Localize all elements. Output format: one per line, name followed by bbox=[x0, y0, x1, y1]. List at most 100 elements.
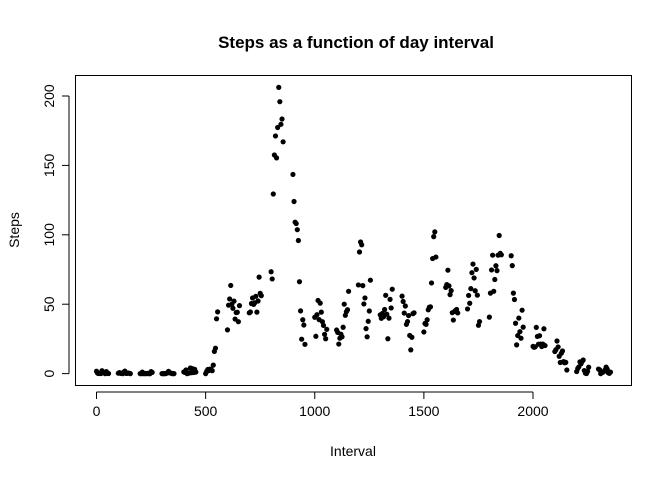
data-point bbox=[275, 124, 281, 131]
data-point bbox=[269, 276, 275, 282]
data-point bbox=[301, 322, 307, 328]
data-point bbox=[488, 267, 495, 273]
data-point bbox=[302, 341, 308, 347]
data-point bbox=[491, 288, 497, 294]
data-point bbox=[496, 232, 502, 239]
data-point bbox=[474, 292, 480, 298]
data-point bbox=[235, 319, 241, 325]
data-point bbox=[290, 171, 296, 178]
data-point bbox=[486, 314, 492, 320]
data-point bbox=[508, 253, 514, 259]
data-point bbox=[149, 369, 155, 375]
data-point bbox=[490, 252, 496, 258]
x-tick-label: 0 bbox=[93, 403, 101, 419]
data-point bbox=[344, 307, 351, 313]
data-point bbox=[423, 321, 429, 327]
data-point bbox=[385, 336, 391, 342]
data-point bbox=[387, 296, 393, 302]
data-point bbox=[408, 347, 414, 353]
data-point bbox=[518, 335, 524, 341]
data-point bbox=[469, 270, 475, 276]
data-point bbox=[563, 359, 569, 365]
data-point bbox=[255, 298, 261, 304]
y-tick-label: 150 bbox=[41, 154, 57, 178]
data-point bbox=[280, 139, 286, 145]
data-point bbox=[105, 370, 112, 377]
data-point bbox=[317, 300, 323, 306]
data-point bbox=[299, 336, 305, 342]
y-tick-label: 100 bbox=[41, 223, 57, 247]
data-point bbox=[127, 371, 133, 377]
data-point bbox=[363, 326, 369, 332]
plot-frame bbox=[75, 75, 632, 386]
data-point bbox=[228, 282, 234, 289]
data-point bbox=[492, 276, 498, 283]
data-point bbox=[356, 249, 363, 255]
data-point bbox=[476, 318, 483, 325]
data-point bbox=[468, 286, 474, 292]
data-point bbox=[258, 293, 264, 299]
data-point bbox=[324, 326, 330, 332]
data-point bbox=[431, 234, 437, 240]
data-point bbox=[336, 341, 342, 347]
data-point bbox=[400, 298, 406, 305]
data-point bbox=[355, 282, 362, 288]
data-point bbox=[411, 310, 417, 316]
data-point bbox=[554, 338, 560, 344]
data-point bbox=[406, 312, 412, 319]
data-point bbox=[445, 267, 451, 273]
data-point bbox=[464, 306, 471, 312]
data-point bbox=[294, 227, 300, 233]
data-point bbox=[433, 254, 439, 260]
data-point bbox=[494, 268, 500, 274]
data-point bbox=[517, 329, 523, 335]
data-point bbox=[210, 362, 216, 368]
data-point bbox=[277, 99, 283, 105]
data-point bbox=[367, 277, 374, 283]
data-point bbox=[401, 310, 407, 316]
data-point bbox=[318, 309, 324, 315]
data-point bbox=[607, 369, 614, 375]
x-axis: 0 500 1000 1500 2000 bbox=[93, 391, 549, 419]
data-point bbox=[270, 191, 276, 197]
data-point bbox=[323, 336, 329, 342]
data-point bbox=[533, 324, 539, 330]
y-tick-label: 200 bbox=[41, 84, 57, 108]
data-point bbox=[421, 329, 427, 335]
data-point bbox=[272, 133, 279, 139]
data-point bbox=[209, 368, 215, 374]
data-point bbox=[254, 309, 260, 315]
data-point bbox=[213, 316, 220, 322]
data-point bbox=[541, 326, 547, 332]
data-point bbox=[295, 237, 301, 244]
data-point bbox=[450, 317, 456, 323]
data-point bbox=[424, 317, 430, 323]
data-point bbox=[366, 308, 372, 314]
data-point bbox=[320, 322, 327, 329]
data-point bbox=[279, 116, 285, 122]
data-point bbox=[296, 279, 303, 285]
data-point bbox=[386, 315, 392, 321]
data-point bbox=[586, 364, 592, 370]
data-point bbox=[564, 367, 570, 373]
data-point bbox=[510, 290, 516, 296]
data-point bbox=[388, 305, 394, 311]
data-point bbox=[559, 348, 566, 354]
data-point bbox=[227, 296, 233, 302]
y-axis: 0 50 100 150 200 bbox=[41, 84, 70, 378]
data-point bbox=[193, 369, 199, 375]
data-point bbox=[584, 368, 591, 374]
x-tick-label: 500 bbox=[194, 403, 218, 419]
data-point bbox=[472, 288, 478, 294]
data-point bbox=[404, 318, 411, 325]
data-point bbox=[215, 309, 221, 315]
data-point bbox=[446, 283, 452, 289]
data-point bbox=[466, 292, 472, 299]
data-point bbox=[212, 345, 219, 351]
data-point bbox=[498, 252, 504, 258]
data-point bbox=[360, 283, 366, 289]
data-point bbox=[314, 312, 320, 318]
data-point bbox=[399, 293, 405, 299]
data-point bbox=[278, 121, 284, 127]
